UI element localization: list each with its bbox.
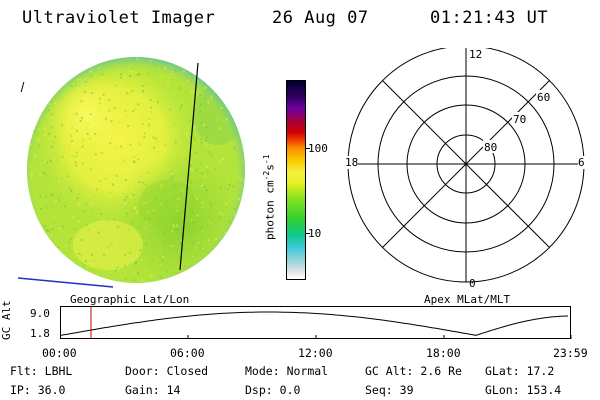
gc-alt-tick-high: 9.0: [30, 307, 50, 320]
mlt-label-6: 6: [578, 156, 585, 169]
status-filter: Flt: LBHL: [10, 364, 73, 378]
status-seq: Seq: 39: [365, 383, 414, 397]
terminator-line: [179, 62, 199, 271]
gc-alt-tick-low: 1.8: [30, 327, 50, 340]
status-ip: IP: 36.0: [10, 383, 66, 397]
status-glat: GLat: 17.2: [485, 364, 555, 378]
mlt-label-18: 18: [345, 156, 359, 169]
status-glon: GLon: 153.4: [485, 383, 562, 397]
image-time: 01:21:43 UT: [430, 8, 549, 28]
gc-alt-timeline: [55, 306, 572, 340]
time-tick-1800: 18:00: [426, 346, 461, 360]
mlt-label-12: 12: [469, 48, 483, 61]
mlat-ring-70: 70: [513, 113, 527, 126]
mlat-ring-60: 60: [537, 91, 551, 104]
time-tick-0000: 00:00: [42, 346, 77, 360]
horizon-line: [17, 277, 114, 288]
image-date: 26 Aug 07: [272, 8, 369, 28]
gc-alt-axis-label: GC Alt: [0, 300, 13, 340]
time-tick-1200: 12:00: [298, 346, 333, 360]
mlat-mlt-polar-plot: 12 18 6 0 60 70 80: [340, 45, 592, 290]
geographic-coord-label: Geographic Lat/Lon: [70, 293, 190, 306]
status-door: Door: Closed: [125, 364, 209, 378]
apex-coord-label: Apex MLat/MLT: [424, 293, 511, 306]
time-tick-0600: 06:00: [170, 346, 205, 360]
status-dsp: Dsp: 0.0: [245, 383, 301, 397]
intensity-colorbar: [286, 80, 306, 280]
status-gain: Gain: 14: [125, 383, 181, 397]
instrument-title: Ultraviolet Imager: [22, 8, 216, 28]
colorbar-tick-100: 100: [308, 142, 328, 155]
status-gc-alt: GC Alt: 2.6 Re: [365, 364, 462, 378]
colorbar-tick-10: 10: [308, 227, 322, 240]
mlat-ring-80: 80: [484, 141, 498, 154]
colorbar-unit-label: photon cm-2s-1: [262, 154, 277, 240]
status-mode: Mode: Normal: [245, 364, 329, 378]
time-tick-2359: 23:59: [553, 346, 588, 360]
uv-globe-image: [17, 55, 250, 295]
mlt-label-0: 0: [469, 277, 476, 290]
